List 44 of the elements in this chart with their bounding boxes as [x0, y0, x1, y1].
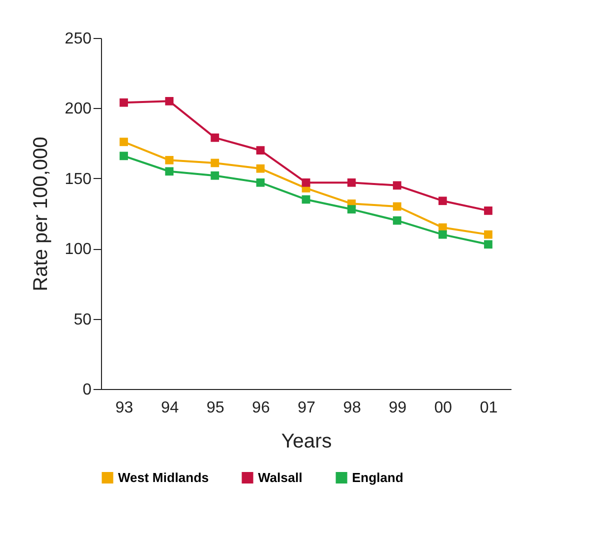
- x-axis-title: Years: [281, 430, 332, 452]
- legend-label: West Midlands: [118, 470, 209, 485]
- x-tick-label: 97: [298, 400, 316, 416]
- x-tick-label: 98: [343, 400, 362, 416]
- y-tick-label: 50: [74, 311, 92, 328]
- y-tick-label: 250: [64, 30, 92, 48]
- point: [438, 196, 447, 206]
- point: [392, 202, 402, 211]
- y-tick-label: 100: [64, 241, 92, 258]
- point: [120, 152, 128, 160]
- x-tick-label: 94: [160, 400, 179, 416]
- legend-label: Walsall: [258, 470, 302, 485]
- point: [256, 164, 265, 173]
- y-tick-label: 200: [64, 100, 92, 118]
- point: [165, 96, 174, 106]
- point: [210, 158, 220, 168]
- point: [392, 216, 402, 225]
- x-tick-label: 99: [388, 400, 407, 416]
- x-tick-label: 96: [252, 400, 270, 416]
- point: [256, 178, 265, 187]
- y-tick-label: 150: [64, 170, 92, 188]
- point: [302, 195, 310, 204]
- x-tick-label: 95: [206, 400, 224, 416]
- point: [165, 156, 174, 164]
- y-axis-title: Rate per 100,000: [30, 136, 52, 292]
- point: [165, 167, 174, 176]
- point: [256, 146, 265, 155]
- point: [347, 178, 356, 187]
- point: [484, 230, 492, 239]
- point: [392, 181, 402, 190]
- point: [120, 138, 128, 146]
- point: [210, 134, 220, 142]
- x-tick-label: 01: [480, 400, 498, 416]
- point: [438, 230, 447, 239]
- x-tick-label: 93: [115, 400, 134, 416]
- point: [120, 98, 128, 107]
- point: [302, 178, 310, 187]
- point: [347, 205, 356, 214]
- point: [484, 206, 492, 215]
- point: [484, 240, 492, 249]
- point: [210, 171, 220, 180]
- x-tick-label: 00: [434, 400, 452, 416]
- legend-label: England: [352, 470, 404, 485]
- y-tick-label: 0: [82, 382, 92, 398]
